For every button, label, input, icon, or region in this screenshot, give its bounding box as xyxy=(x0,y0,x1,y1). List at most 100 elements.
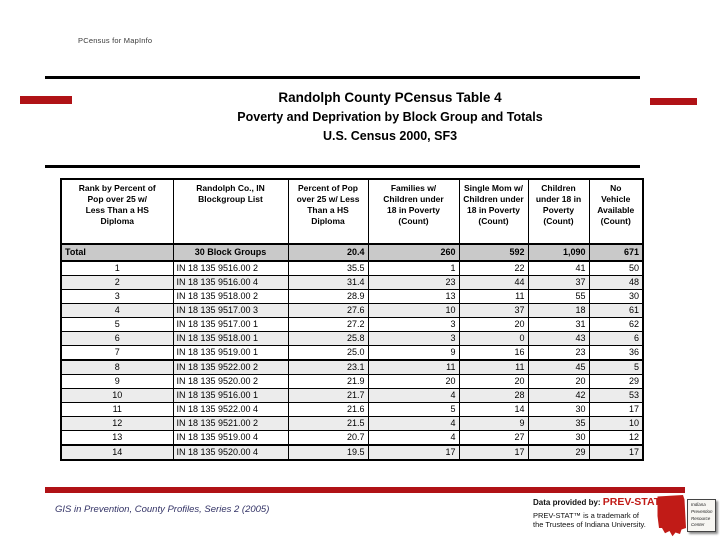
children-poverty-cell: 29 xyxy=(527,444,590,461)
children-poverty-cell: 18 xyxy=(527,303,590,318)
children-poverty-cell: 55 xyxy=(527,289,590,304)
no-vehicle-cell: 62 xyxy=(588,317,644,332)
blockgroup-cell: IN 18 135 9517.00 3 xyxy=(172,303,289,318)
pct-no-hs-cell: 21.5 xyxy=(287,416,369,431)
rank-cell: 3 xyxy=(60,289,174,304)
pct-no-hs-cell: 21.9 xyxy=(287,374,369,389)
blockgroup-cell: IN 18 135 9516.00 2 xyxy=(172,260,289,276)
children-poverty-cell: 1,090 xyxy=(527,243,590,262)
pct-no-hs-cell: 21.7 xyxy=(287,388,369,403)
children-poverty-cell: 30 xyxy=(527,430,590,446)
families-poverty-cell: 20 xyxy=(367,374,460,389)
rank-cell: 11 xyxy=(60,402,174,417)
single-mom-poverty-cell: 37 xyxy=(458,303,529,318)
no-vehicle-cell: 53 xyxy=(588,388,644,403)
no-vehicle-cell: 671 xyxy=(588,243,644,262)
trademark-note-line1: PREV-STAT™ is a trademark of xyxy=(533,511,639,520)
trademark-note: PREV-STAT™ is a trademark of the Trustee… xyxy=(533,511,658,529)
pct-no-hs-cell: 19.5 xyxy=(287,444,369,461)
blockgroup-cell: IN 18 135 9519.00 4 xyxy=(172,430,289,446)
families-poverty-cell: 3 xyxy=(367,331,460,346)
single-mom-poverty-cell: 20 xyxy=(458,317,529,332)
single-mom-poverty-cell: 14 xyxy=(458,402,529,417)
single-mom-poverty-cell: 9 xyxy=(458,416,529,431)
column-header-blockgroup: Randolph Co., IN Blockgroup List xyxy=(172,178,289,245)
rank-cell: 4 xyxy=(60,303,174,318)
rank-cell: 12 xyxy=(60,416,174,431)
rank-cell: 6 xyxy=(60,331,174,346)
families-poverty-cell: 10 xyxy=(367,303,460,318)
table-row: 4 IN 18 135 9517.00 3 27.6 10 37 18 61 xyxy=(60,303,644,318)
table-row: 3 IN 18 135 9518.00 2 28.9 13 11 55 30 xyxy=(60,289,644,304)
families-poverty-cell: 23 xyxy=(367,275,460,290)
pct-no-hs-cell: 31.4 xyxy=(287,275,369,290)
table-total-row: Total 30 Block Groups 20.4 260 592 1,090 671 xyxy=(60,243,644,262)
single-mom-poverty-cell: 0 xyxy=(458,331,529,346)
table-row: 9 IN 18 135 9520.00 2 21.9 20 20 20 29 xyxy=(60,374,644,389)
table-row: 12 IN 18 135 9521.00 2 21.5 4 9 35 10 xyxy=(60,416,644,431)
blockgroup-cell: IN 18 135 9520.00 2 xyxy=(172,374,289,389)
pct-no-hs-cell: 27.2 xyxy=(287,317,369,332)
table-row: 6 IN 18 135 9518.00 1 25.8 3 0 43 6 xyxy=(60,331,644,346)
children-poverty-cell: 37 xyxy=(527,275,590,290)
pct-no-hs-cell: 23.1 xyxy=(287,359,369,375)
table-header-row: Rank by Percent of Pop over 25 w/ Less T… xyxy=(60,178,644,245)
column-header-single-mom-poverty: Single Mom w/ Children under 18 in Pover… xyxy=(458,178,529,245)
pct-no-hs-cell: 25.8 xyxy=(287,331,369,346)
blockgroup-cell: IN 18 135 9520.00 4 xyxy=(172,444,289,461)
families-poverty-cell: 4 xyxy=(367,430,460,446)
rank-cell: 13 xyxy=(60,430,174,446)
no-vehicle-cell: 61 xyxy=(588,303,644,318)
blockgroup-cell: IN 18 135 9521.00 2 xyxy=(172,416,289,431)
single-mom-poverty-cell: 44 xyxy=(458,275,529,290)
data-provided-line: Data provided by: PREV-STAT™ xyxy=(533,496,671,508)
right-red-accent-bar xyxy=(650,98,697,105)
data-credit-block: Data provided by: PREV-STAT™ PREV-STAT™ … xyxy=(533,496,671,529)
single-mom-poverty-cell: 11 xyxy=(458,359,529,375)
families-poverty-cell: 5 xyxy=(367,402,460,417)
trademark-note-line2: the Trustees of Indiana University. xyxy=(533,520,646,529)
indiana-state-icon xyxy=(657,495,686,537)
children-poverty-cell: 41 xyxy=(527,260,590,276)
families-poverty-cell: 4 xyxy=(367,388,460,403)
iprc-logo-box: Indiana Prevention Resource Center xyxy=(687,499,716,532)
blockgroup-cell: IN 18 135 9516.00 4 xyxy=(172,275,289,290)
no-vehicle-cell: 5 xyxy=(588,359,644,375)
column-header-no-vehicle: No Vehicle Available (Count) xyxy=(588,178,644,245)
table-row: 8 IN 18 135 9522.00 2 23.1 11 11 45 5 xyxy=(60,359,644,375)
blockgroup-cell: 30 Block Groups xyxy=(172,243,289,262)
mid-divider-line xyxy=(45,165,640,168)
column-header-pct-no-hs: Percent of Pop over 25 w/ Less Than a HS… xyxy=(287,178,369,245)
blockgroup-cell: IN 18 135 9516.00 1 xyxy=(172,388,289,403)
families-poverty-cell: 260 xyxy=(367,243,460,262)
blockgroup-cell: IN 18 135 9517.00 1 xyxy=(172,317,289,332)
blockgroup-cell: IN 18 135 9518.00 1 xyxy=(172,331,289,346)
families-poverty-cell: 17 xyxy=(367,444,460,461)
pct-no-hs-cell: 20.4 xyxy=(287,243,369,262)
no-vehicle-cell: 29 xyxy=(588,374,644,389)
families-poverty-cell: 1 xyxy=(367,260,460,276)
children-poverty-cell: 20 xyxy=(527,374,590,389)
no-vehicle-cell: 48 xyxy=(588,275,644,290)
pct-no-hs-cell: 25.0 xyxy=(287,345,369,361)
pcensus-app-label: PCensus for MapInfo xyxy=(78,36,153,45)
table-row: 1 IN 18 135 9516.00 2 35.5 1 22 41 50 xyxy=(60,260,644,276)
children-poverty-cell: 45 xyxy=(527,359,590,375)
families-poverty-cell: 3 xyxy=(367,317,460,332)
single-mom-poverty-cell: 20 xyxy=(458,374,529,389)
blockgroup-cell: IN 18 135 9519.00 1 xyxy=(172,345,289,361)
pct-no-hs-cell: 27.6 xyxy=(287,303,369,318)
single-mom-poverty-cell: 17 xyxy=(458,444,529,461)
children-poverty-cell: 42 xyxy=(527,388,590,403)
table-row: 11 IN 18 135 9522.00 4 21.6 5 14 30 17 xyxy=(60,402,644,417)
column-header-rank: Rank by Percent of Pop over 25 w/ Less T… xyxy=(60,178,174,245)
single-mom-poverty-cell: 592 xyxy=(458,243,529,262)
no-vehicle-cell: 10 xyxy=(588,416,644,431)
pcensus-table-wrap: Rank by Percent of Pop over 25 w/ Less T… xyxy=(60,178,644,461)
rank-cell: 10 xyxy=(60,388,174,403)
rank-cell: 2 xyxy=(60,275,174,290)
rank-cell: 14 xyxy=(60,444,174,461)
top-divider-line xyxy=(45,76,640,79)
no-vehicle-cell: 17 xyxy=(588,444,644,461)
